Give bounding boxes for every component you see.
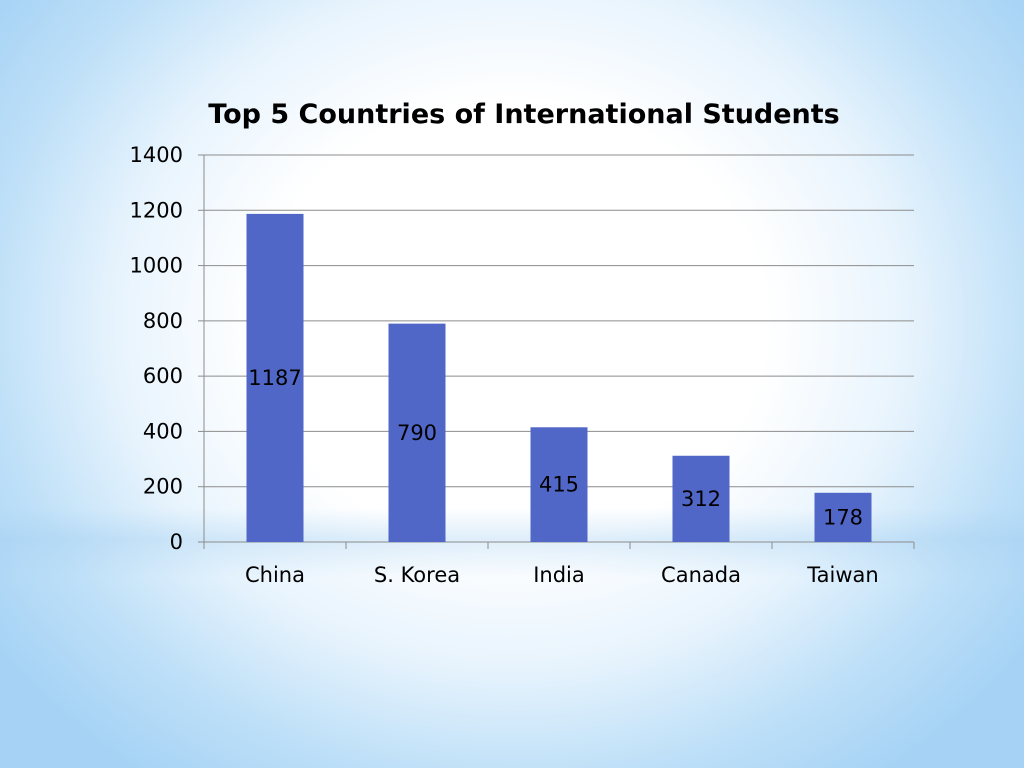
data-label: 312 [681,487,721,511]
x-category-label: S. Korea [374,563,460,587]
bar-s-korea [388,323,446,542]
data-label: 415 [539,473,579,497]
data-labels: 1187 790 415 312 178 [248,366,863,529]
y-tick-label: 800 [143,309,183,333]
bar-canada [672,455,730,542]
y-tick-label: 1400 [130,143,183,167]
y-tick-label: 600 [143,364,183,388]
data-label: 790 [397,421,437,445]
y-tick-label: 400 [143,419,183,443]
chart-title: Top 5 Countries of International Student… [208,99,840,130]
y-tick-label: 1200 [130,198,183,222]
x-category-label: India [533,563,585,587]
x-category-label: China [245,563,305,587]
x-category-label: Taiwan [806,563,878,587]
data-label: 1187 [248,366,301,390]
bar-china [246,213,304,543]
bar-taiwan [814,492,872,542]
y-tick-label: 0 [170,530,183,554]
y-tick-label: 200 [143,475,183,499]
y-tick-label: 1000 [130,254,183,278]
x-category-label: Canada [661,563,741,587]
bar-india [530,427,588,542]
bars [246,213,872,543]
data-label: 178 [823,505,863,529]
axes: 0 200 400 600 800 1000 1200 1400 China S. Korea In… [130,143,915,587]
